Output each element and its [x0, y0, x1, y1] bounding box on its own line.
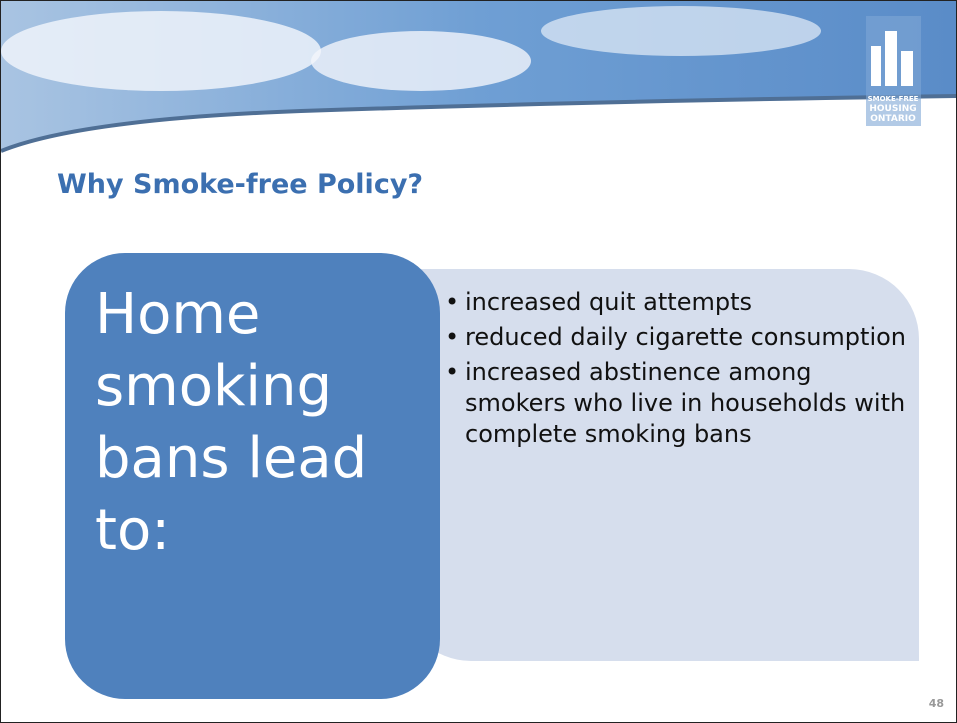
slide-title: Why Smoke-free Policy? — [57, 169, 424, 200]
lead-box: Home smoking bans lead to: — [65, 253, 440, 699]
page-number: 48 — [928, 697, 944, 710]
header-banner: SMOKE-FREE HOUSING ONTARIO — [1, 1, 956, 153]
logo-text: HOUSING — [869, 104, 916, 114]
point: increased abstinence among smokers who l… — [445, 357, 915, 450]
logo-text: SMOKE-FREE — [868, 95, 919, 103]
points-list: increased quit attempts reduced daily ci… — [445, 287, 915, 454]
point: reduced daily cigarette consumption — [445, 322, 915, 353]
point: increased quit attempts — [445, 287, 915, 318]
logo-text: ONTARIO — [870, 114, 916, 124]
